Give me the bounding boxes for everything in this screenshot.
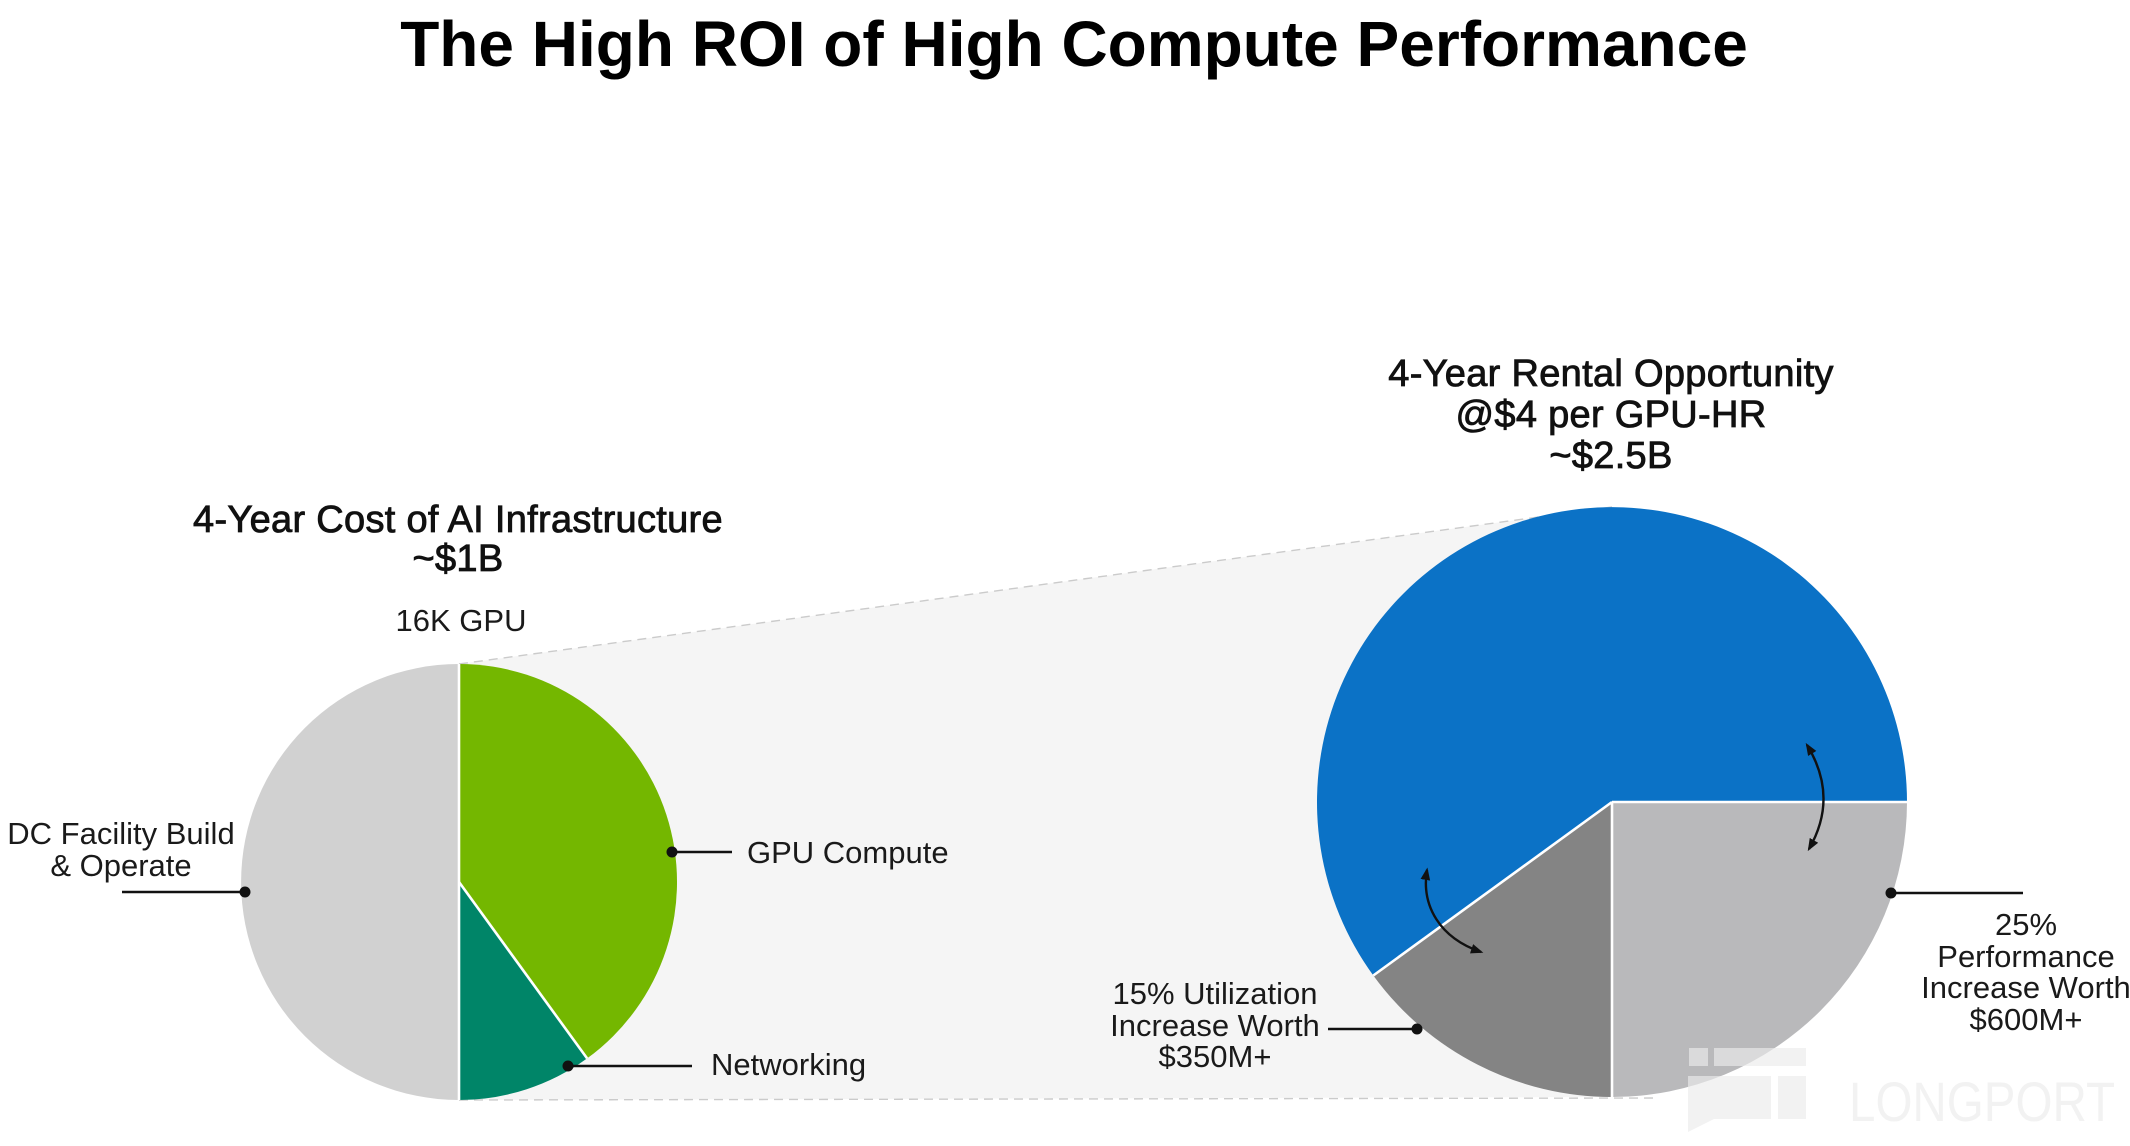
svg-text:25%: 25%	[1995, 907, 2057, 942]
svg-text:Performance: Performance	[1937, 939, 2114, 974]
svg-text:$600M+: $600M+	[1970, 1002, 2083, 1037]
svg-text:Increase Worth: Increase Worth	[1110, 1008, 1320, 1043]
svg-text:Networking: Networking	[711, 1047, 866, 1082]
svg-text:4-Year Cost of AI Infrastructu: 4-Year Cost of AI Infrastructure	[193, 499, 723, 541]
svg-text:15% Utilization: 15% Utilization	[1112, 976, 1317, 1011]
svg-text:DC Facility Build: DC Facility Build	[7, 816, 234, 851]
svg-text:LONGPORT: LONGPORT	[1849, 1070, 2115, 1133]
svg-text:4-Year Rental Opportunity: 4-Year Rental Opportunity	[1388, 353, 1833, 395]
svg-text:~$2.5B: ~$2.5B	[1549, 435, 1672, 477]
svg-text:@$4 per GPU-HR: @$4 per GPU-HR	[1456, 394, 1767, 436]
svg-text:~$1B: ~$1B	[412, 538, 503, 580]
svg-text:& Operate: & Operate	[50, 848, 191, 883]
svg-text:The High ROI of High Compute P: The High ROI of High Compute Performance	[400, 8, 1748, 80]
svg-text:Increase Worth: Increase Worth	[1921, 970, 2130, 1005]
svg-text:$350M+: $350M+	[1159, 1039, 1272, 1074]
svg-text:16K GPU: 16K GPU	[396, 603, 527, 638]
svg-text:GPU Compute: GPU Compute	[747, 835, 949, 870]
